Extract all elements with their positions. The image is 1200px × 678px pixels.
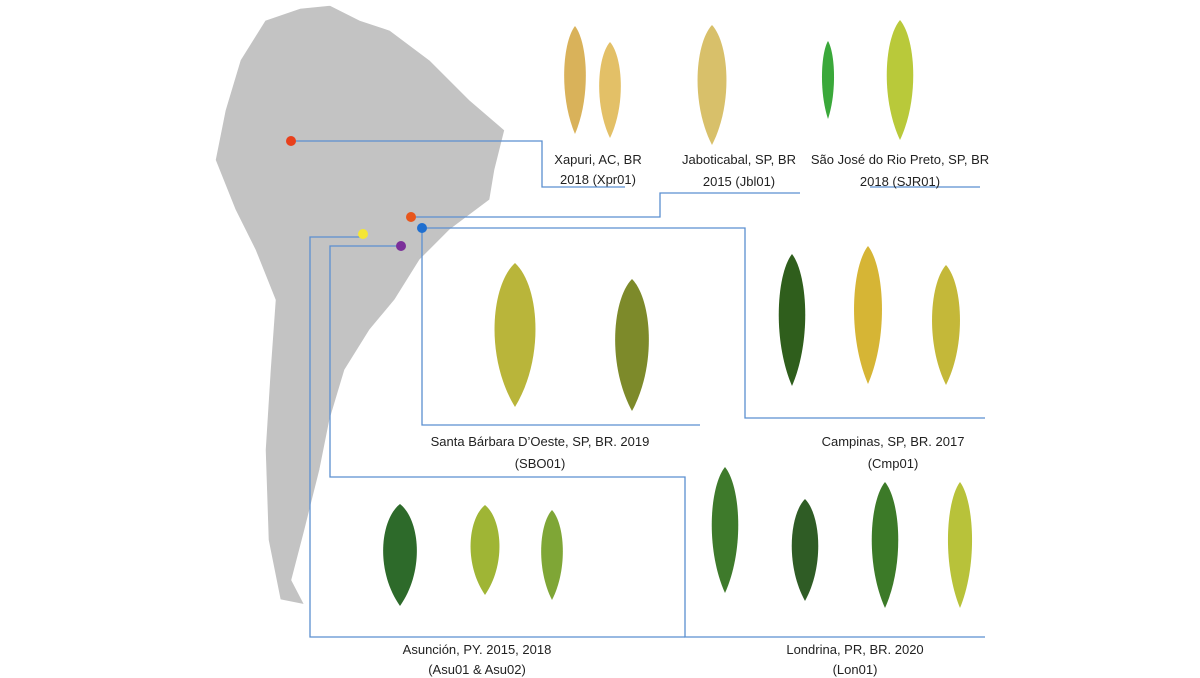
connector bbox=[329, 245, 985, 638]
site-code: (Cmp01) bbox=[868, 456, 919, 471]
leaf bbox=[854, 246, 882, 384]
site-dot bbox=[406, 212, 416, 222]
site-code: 2018 (SJR01) bbox=[860, 174, 940, 189]
south-america-map bbox=[214, 4, 506, 607]
leaf bbox=[711, 467, 739, 593]
site-dot bbox=[417, 223, 427, 233]
site-code: (Asu01 & Asu02) bbox=[428, 662, 526, 677]
site-code: (Lon01) bbox=[833, 662, 878, 677]
leaf bbox=[564, 25, 586, 134]
leaf bbox=[383, 504, 417, 606]
connector bbox=[422, 227, 985, 419]
site-label: Asunción, PY. 2015, 2018 bbox=[403, 642, 552, 657]
site-label: Santa Bárbara D’Oeste, SP, BR. 2019 bbox=[431, 434, 650, 449]
site-code: (SBO01) bbox=[515, 456, 566, 471]
leaf bbox=[615, 279, 649, 411]
site-label: Londrina, PR, BR. 2020 bbox=[786, 642, 923, 657]
leaf bbox=[791, 499, 819, 601]
site-dot bbox=[396, 241, 406, 251]
site-code: 2018 (Xpr01) bbox=[560, 172, 636, 187]
site-dot bbox=[286, 136, 296, 146]
leaf bbox=[871, 482, 899, 608]
leaf bbox=[541, 510, 563, 600]
leaf bbox=[947, 482, 973, 608]
connector bbox=[309, 236, 685, 638]
leaf bbox=[599, 42, 621, 138]
site-dot bbox=[358, 229, 368, 239]
leaf bbox=[697, 25, 727, 145]
leaf bbox=[932, 265, 960, 385]
leaf bbox=[470, 505, 500, 595]
connector bbox=[291, 140, 625, 188]
site-label: Xapuri, AC, BR bbox=[554, 152, 641, 167]
site-label: São José do Rio Preto, SP, BR bbox=[811, 152, 989, 167]
site-label: Jaboticabal, SP, BR bbox=[682, 152, 796, 167]
connector bbox=[421, 228, 700, 426]
leaf bbox=[494, 263, 536, 407]
leaf bbox=[821, 40, 835, 119]
leaf bbox=[778, 254, 806, 386]
leaf bbox=[886, 20, 914, 140]
site-label: Campinas, SP, BR. 2017 bbox=[822, 434, 965, 449]
site-code: 2015 (Jbl01) bbox=[703, 174, 775, 189]
connector bbox=[411, 192, 800, 218]
